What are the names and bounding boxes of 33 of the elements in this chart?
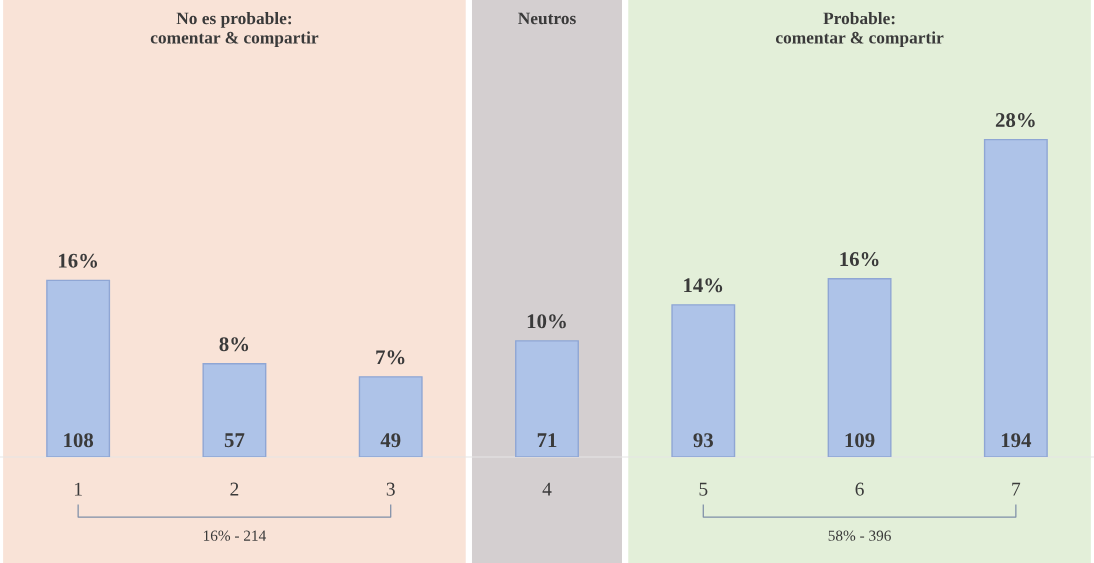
x-tick-label: 2 <box>230 482 239 496</box>
x-tick-label: 7 <box>1012 482 1021 496</box>
data-label: 93 <box>693 433 713 448</box>
x-tick-label: 4 <box>542 482 552 496</box>
bar <box>46 279 111 457</box>
band-label: Neutros <box>518 12 576 25</box>
annotation: 28% <box>995 113 1035 128</box>
data-label: 109 <box>845 433 875 448</box>
bar <box>983 138 1048 457</box>
text: 58% - 396 <box>828 530 891 541</box>
data-label: 194 <box>1001 433 1032 448</box>
x-tick-label: 5 <box>699 482 708 496</box>
data-label: 57 <box>224 433 245 448</box>
annotation: 16% <box>58 253 98 268</box>
annotation: 10% <box>527 314 566 329</box>
bar <box>202 363 267 457</box>
bar <box>358 376 423 457</box>
text: 16% - 214 <box>203 530 267 541</box>
bar <box>515 340 579 457</box>
band-label: Probable: comentar & compartir <box>775 12 944 48</box>
x-tick-label: 1 <box>74 482 82 496</box>
x-tick-label: 3 <box>386 482 395 496</box>
band-label: No es probable: comentar & compartir <box>150 12 319 48</box>
annotation: 14% <box>684 278 723 293</box>
x-tick-label: 6 <box>855 482 864 496</box>
data-label: 49 <box>380 433 401 448</box>
annotation: 8% <box>219 337 249 352</box>
bar <box>827 277 892 457</box>
bar <box>671 304 736 457</box>
annotation: 16% <box>840 252 879 267</box>
annotation: 7% <box>376 350 405 365</box>
data-label: 71 <box>537 433 557 448</box>
data-label: 108 <box>64 433 94 448</box>
